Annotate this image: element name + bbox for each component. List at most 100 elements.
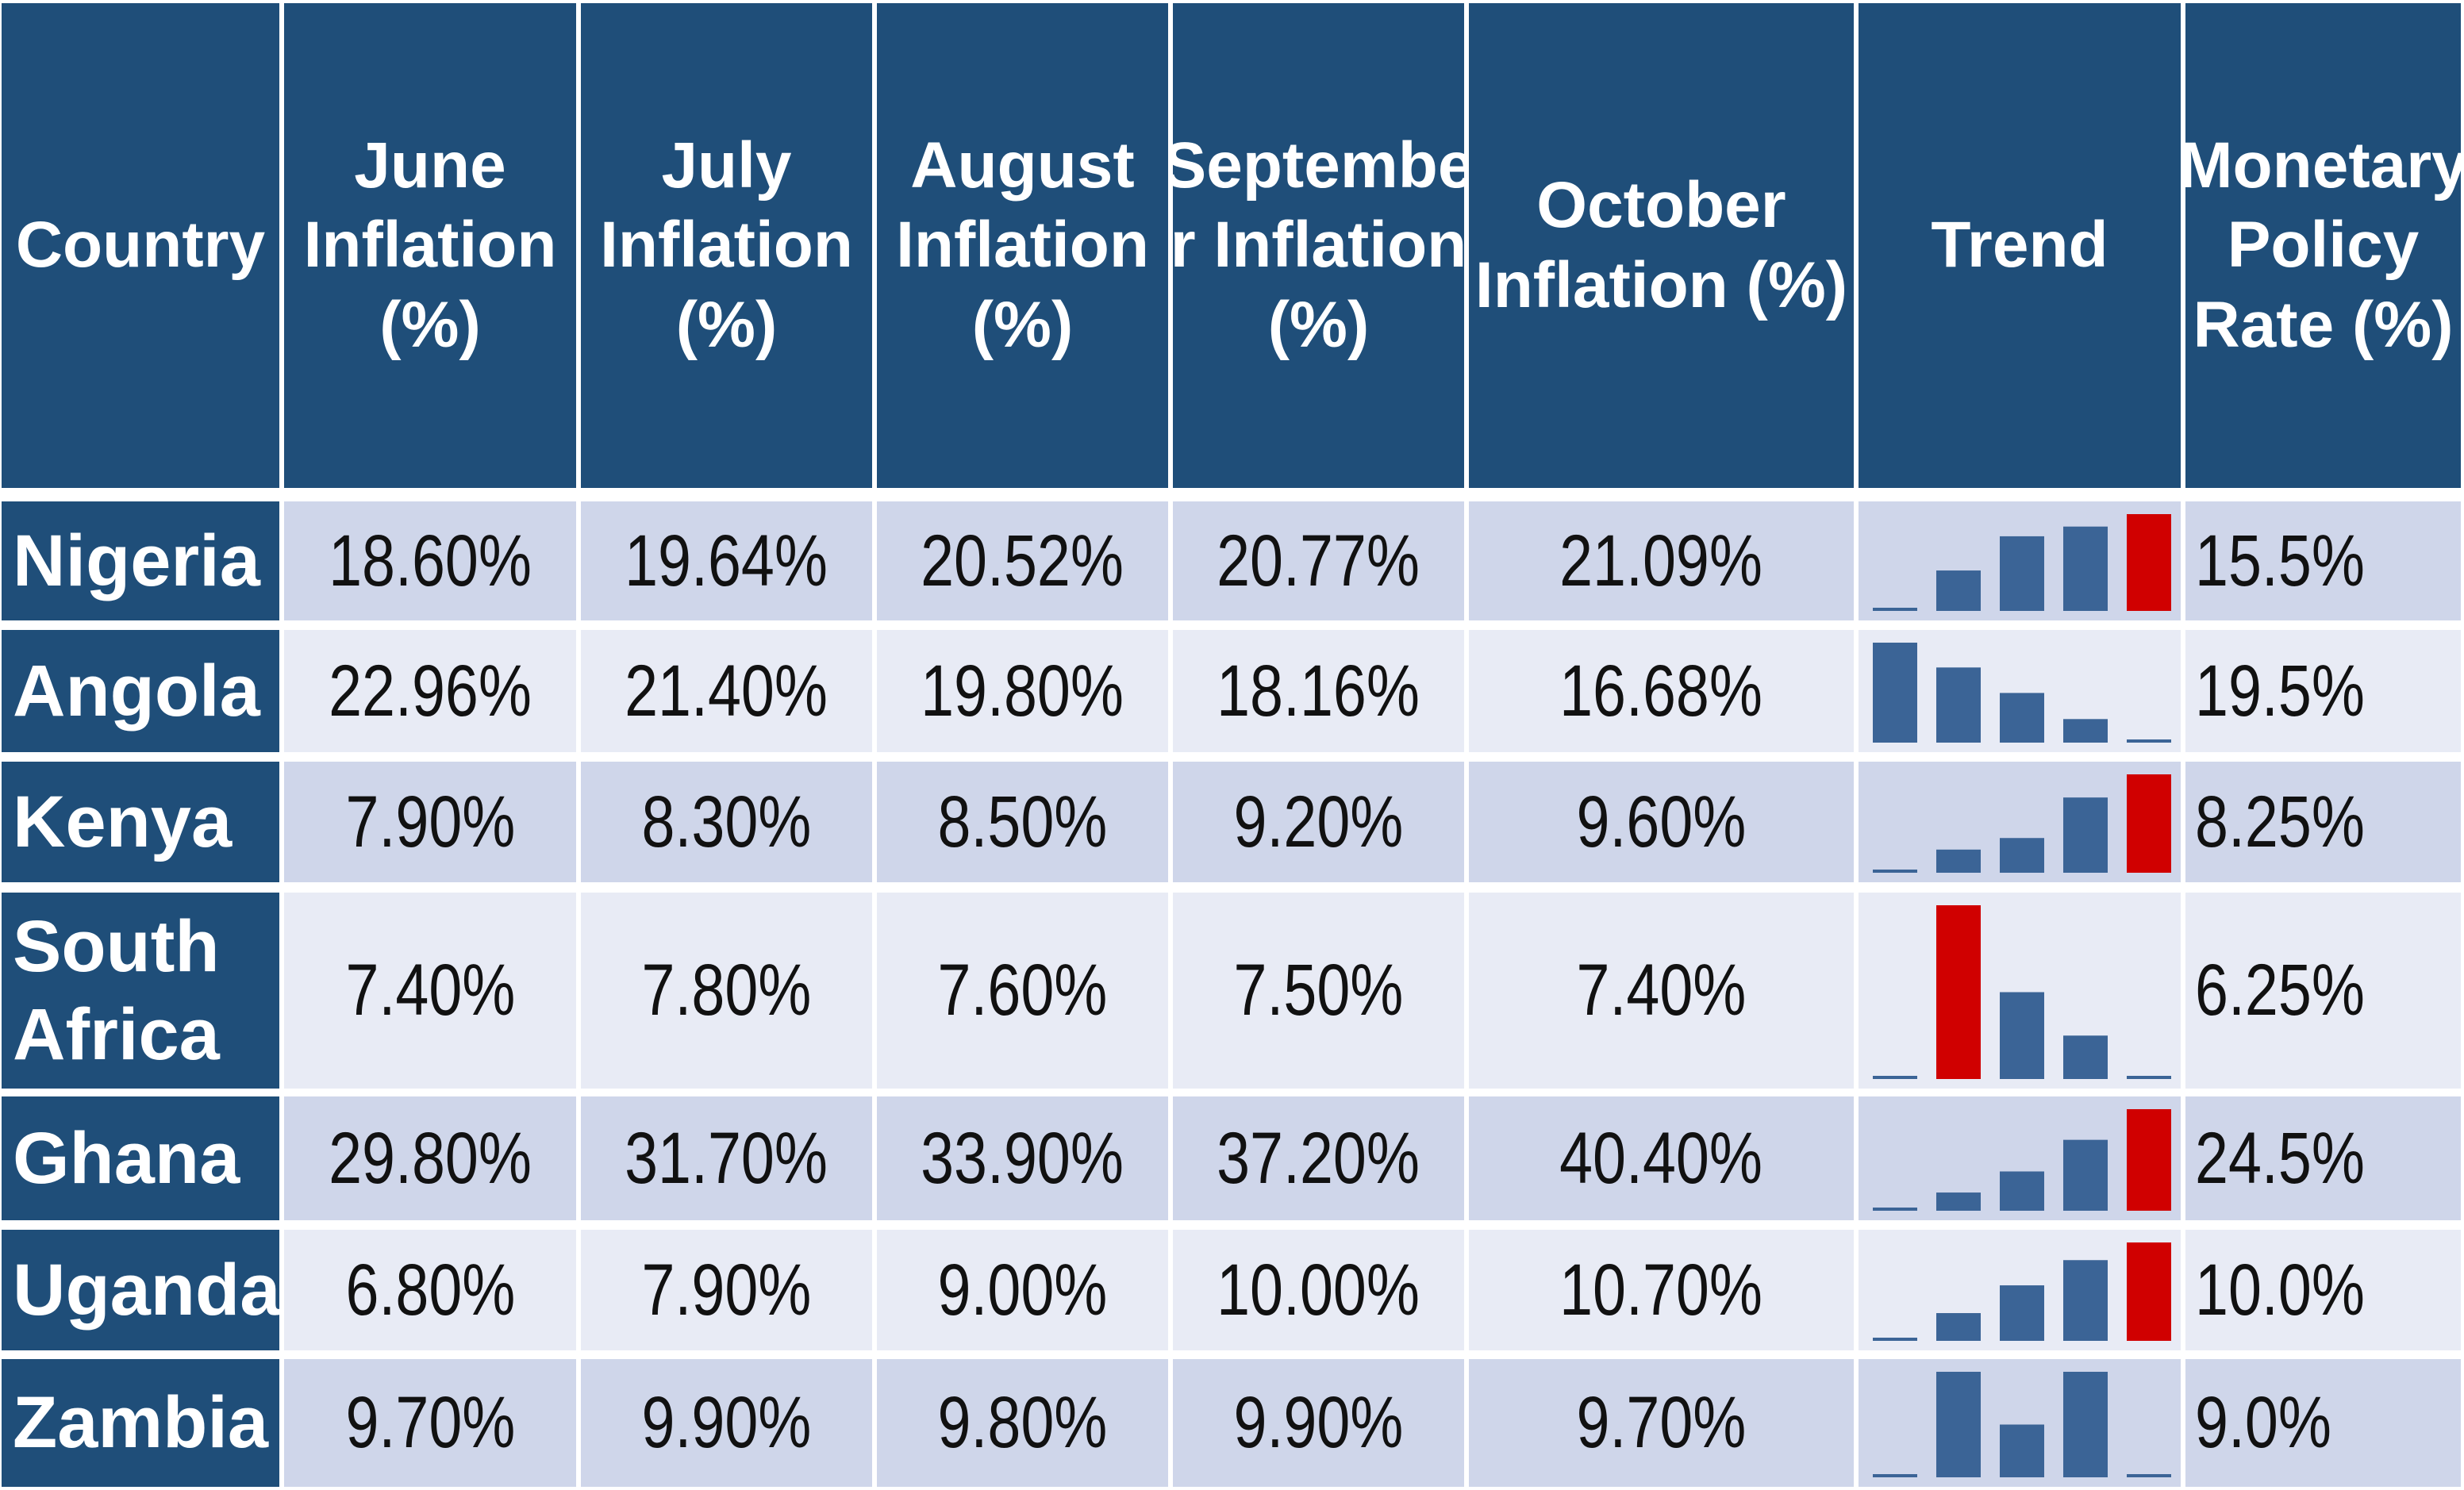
trend-bar xyxy=(2127,1076,2171,1079)
inflation-value-cell: 9.00% xyxy=(877,1230,1168,1350)
inflation-value-cell: 31.70% xyxy=(581,1096,872,1220)
header-country-label: Country xyxy=(15,209,266,282)
inflation-value-cell: 7.80% xyxy=(581,893,872,1089)
inflation-value-cell: 37.20% xyxy=(1173,1096,1464,1220)
trend-bar xyxy=(1873,608,1917,611)
inflation-value-cell: 9.60% xyxy=(1469,762,1854,882)
trend-bar xyxy=(1936,1192,1981,1211)
trend-bar xyxy=(2063,1260,2108,1341)
header-line: Septembe xyxy=(1173,129,1464,202)
trend-bar xyxy=(1873,1338,1917,1341)
header-june-inflation: June Inflation (%) xyxy=(284,3,576,488)
inflation-value-cell: 7.50% xyxy=(1173,893,1464,1089)
inflation-value-cell: 22.96% xyxy=(284,630,576,752)
inflation-value-cell: 10.00% xyxy=(1173,1230,1464,1350)
monetary-policy-rate-cell: 15.5% xyxy=(2185,501,2461,620)
inflation-value-cell: 8.50% xyxy=(877,762,1168,882)
trend-bar xyxy=(2127,1109,2171,1211)
inflation-value-cell: 9.90% xyxy=(581,1359,872,1487)
monetary-policy-rate-cell: 24.5% xyxy=(2185,1096,2461,1220)
trend-bar xyxy=(2127,1242,2171,1341)
inflation-value-cell: 21.40% xyxy=(581,630,872,752)
inflation-value: 9.70% xyxy=(1576,1382,1747,1463)
inflation-value: 18.60% xyxy=(329,520,532,601)
inflation-value-cell: 21.09% xyxy=(1469,501,1854,620)
header-line: (%) xyxy=(379,288,481,361)
trend-bar xyxy=(2127,514,2171,611)
trend-bar xyxy=(1873,870,1917,873)
header-line: Inflation xyxy=(303,209,557,282)
inflation-value-cell: 6.80% xyxy=(284,1230,576,1350)
header-monetary-policy-rate: Monetary Policy Rate (%) xyxy=(2185,3,2461,488)
inflation-value: 6.80% xyxy=(345,1249,515,1331)
inflation-value: 7.80% xyxy=(641,950,812,1031)
trend-bar xyxy=(2000,1171,2044,1211)
inflation-value: 9.70% xyxy=(345,1382,515,1463)
inflation-value-cell: 20.77% xyxy=(1173,501,1464,620)
inflation-value: 33.90% xyxy=(921,1117,1124,1199)
inflation-value: 7.90% xyxy=(345,781,515,862)
header-line: Rate (%) xyxy=(2193,288,2454,361)
trend-sparkline xyxy=(1873,643,2171,743)
inflation-value: 22.96% xyxy=(329,650,532,732)
trend-bar xyxy=(1873,1474,1917,1477)
trend-bar xyxy=(2000,838,2044,873)
inflation-value-cell: 7.90% xyxy=(581,1230,872,1350)
monetary-policy-rate-cell: 8.25% xyxy=(2185,762,2461,882)
inflation-value-cell: 9.70% xyxy=(284,1359,576,1487)
monetary-policy-rate-value: 10.0% xyxy=(2195,1249,2365,1331)
inflation-value: 9.00% xyxy=(937,1249,1108,1331)
trend-sparkline xyxy=(1873,1372,2171,1477)
header-line: August xyxy=(910,129,1135,202)
country-name: Zambia xyxy=(13,1382,269,1464)
monetary-policy-rate-value: 15.5% xyxy=(2195,520,2365,601)
inflation-value-cell: 18.60% xyxy=(284,501,576,620)
trend-cell xyxy=(1859,501,2181,620)
header-country: Country xyxy=(2,3,279,488)
trend-bar xyxy=(2000,1285,2044,1341)
inflation-value: 40.40% xyxy=(1559,1117,1763,1199)
trend-bar xyxy=(1936,1372,1981,1477)
country-name: Nigeria xyxy=(13,520,260,601)
inflation-value: 9.90% xyxy=(641,1382,812,1463)
inflation-value: 29.80% xyxy=(329,1117,532,1199)
country-cell: Uganda xyxy=(2,1230,279,1350)
trend-cell xyxy=(1859,1230,2181,1350)
inflation-value-cell: 8.30% xyxy=(581,762,872,882)
monetary-policy-rate-value: 6.25% xyxy=(2195,950,2365,1031)
inflation-value-cell: 9.70% xyxy=(1469,1359,1854,1487)
trend-bar xyxy=(2063,1139,2108,1211)
trend-bar xyxy=(2000,1424,2044,1477)
inflation-value-cell: 7.40% xyxy=(1469,893,1854,1089)
inflation-value-cell: 7.60% xyxy=(877,893,1168,1089)
trend-bar xyxy=(2063,526,2108,611)
monetary-policy-rate-value: 24.5% xyxy=(2195,1117,2365,1199)
trend-sparkline xyxy=(1873,514,2171,611)
trend-bar xyxy=(1936,1313,1981,1341)
monetary-policy-rate-cell: 10.0% xyxy=(2185,1230,2461,1350)
header-october-inflation: October Inflation (%) xyxy=(1469,3,1854,488)
trend-sparkline xyxy=(1873,1242,2171,1341)
trend-cell xyxy=(1859,1359,2181,1487)
inflation-value: 16.68% xyxy=(1559,650,1763,732)
inflation-value: 7.60% xyxy=(937,950,1108,1031)
monetary-policy-rate-value: 9.0% xyxy=(2195,1382,2331,1463)
header-line: June xyxy=(354,129,506,202)
header-line: July xyxy=(661,129,792,202)
inflation-value-cell: 19.80% xyxy=(877,630,1168,752)
inflation-value-cell: 9.90% xyxy=(1173,1359,1464,1487)
monetary-policy-rate-cell: 6.25% xyxy=(2185,893,2461,1089)
trend-bar xyxy=(2063,1372,2108,1477)
inflation-value: 7.50% xyxy=(1233,950,1404,1031)
trend-cell xyxy=(1859,630,2181,752)
trend-bar xyxy=(2063,797,2108,873)
inflation-value: 7.90% xyxy=(641,1249,812,1331)
inflation-value: 9.60% xyxy=(1576,781,1747,862)
country-name: South xyxy=(13,906,220,988)
trend-sparkline xyxy=(1873,905,2171,1079)
inflation-value: 31.70% xyxy=(625,1117,828,1199)
inflation-value: 18.16% xyxy=(1217,650,1420,732)
header-line: Monetary xyxy=(2185,129,2461,202)
inflation-value: 37.20% xyxy=(1217,1117,1420,1199)
